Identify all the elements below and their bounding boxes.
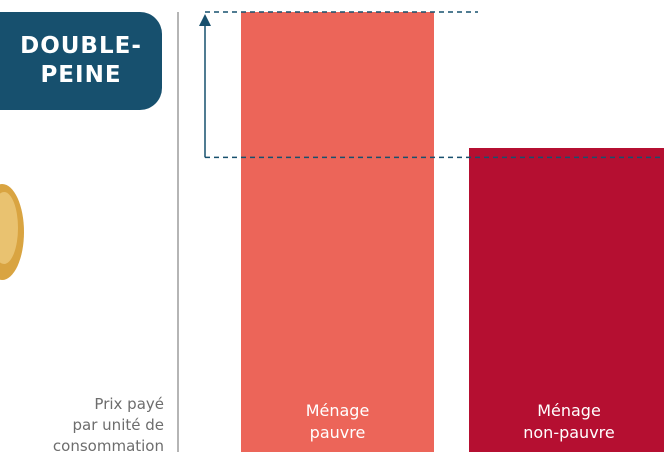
arrow-head <box>199 14 211 26</box>
decor <box>0 0 664 452</box>
infographic: DOUBLE- PEINE Prix payé par unité de con… <box>0 0 664 452</box>
